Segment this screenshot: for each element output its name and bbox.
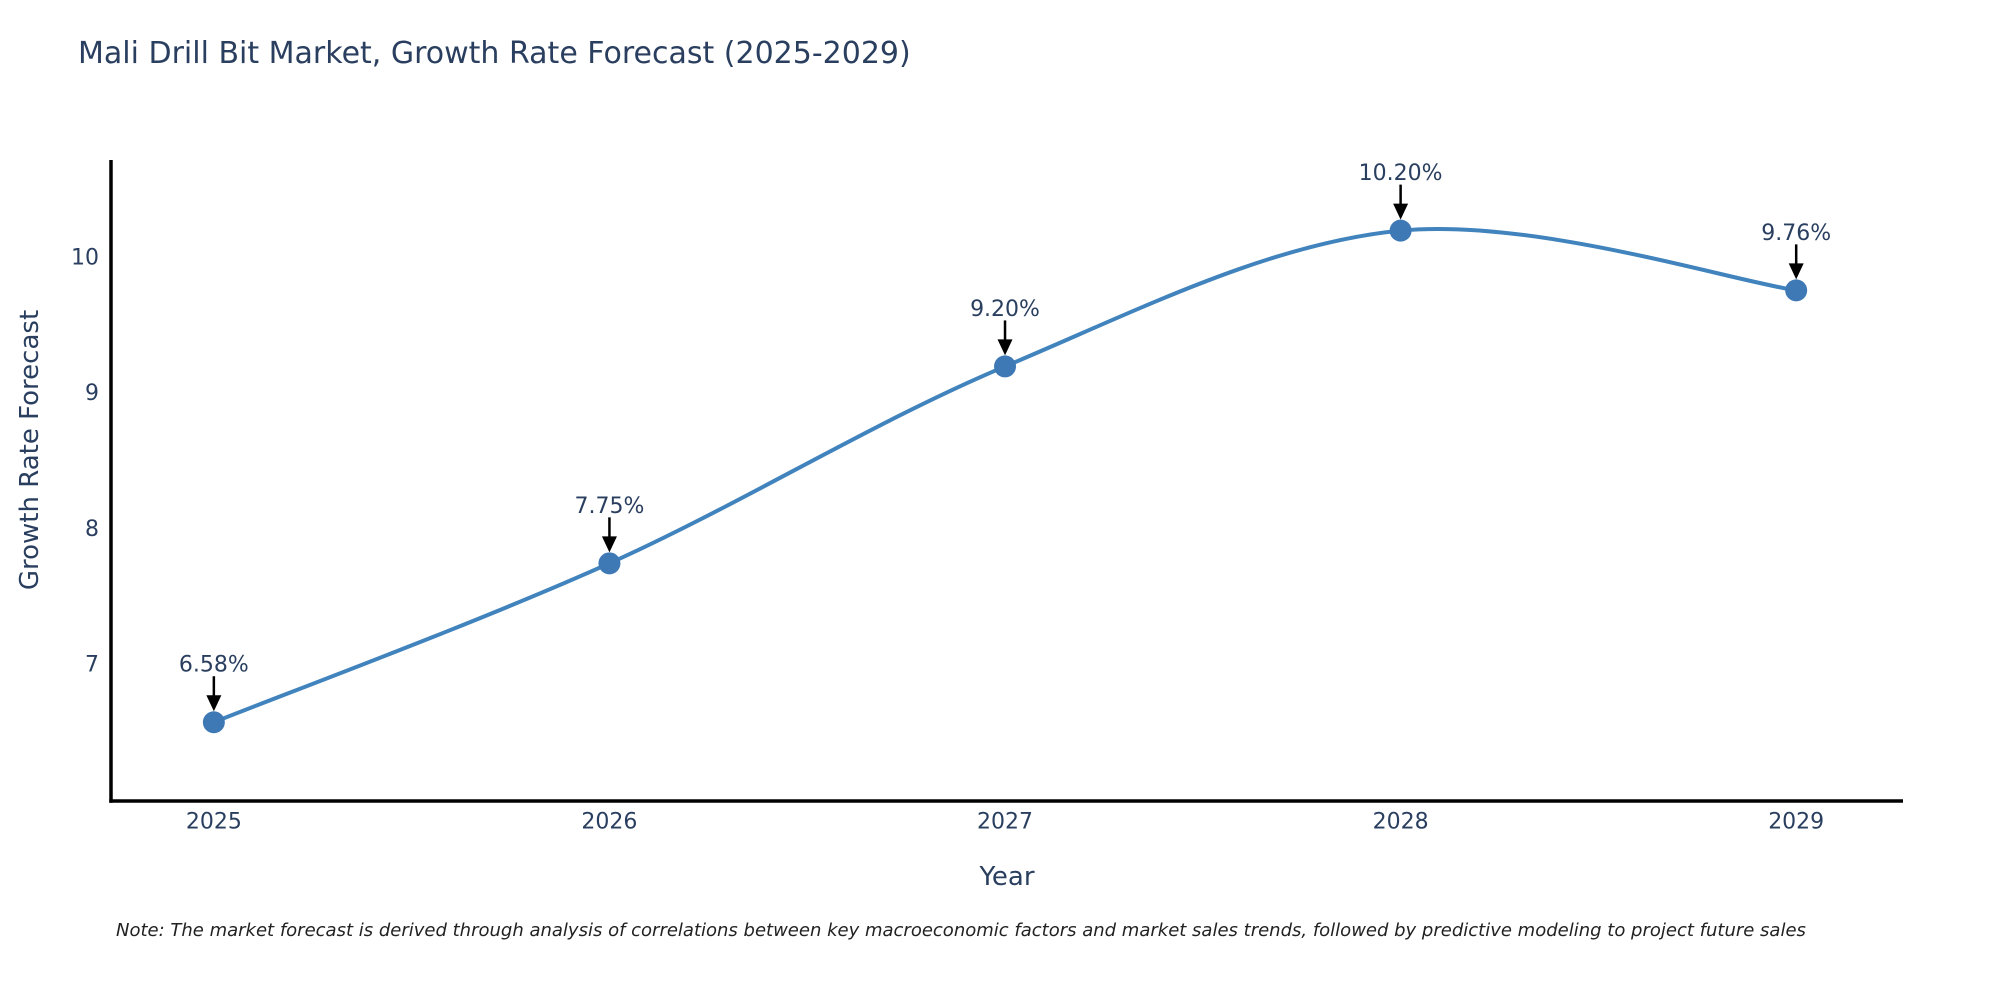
annotation-arrowhead: [1393, 203, 1409, 220]
data-point-marker: [1389, 219, 1412, 242]
data-point-marker: [202, 711, 225, 734]
chart-footnote: Note: The market forecast is derived thr…: [116, 920, 1806, 941]
annotation-arrowhead: [601, 536, 617, 553]
annotation-arrowhead: [206, 695, 222, 712]
chart-title: Mali Drill Bit Market, Growth Rate Forec…: [78, 36, 911, 71]
annotation-arrowhead: [1788, 263, 1804, 280]
y-tick-label: 8: [85, 517, 99, 542]
data-point-marker: [1785, 279, 1808, 302]
annotation-arrowhead: [997, 339, 1013, 356]
y-tick-label: 10: [71, 245, 99, 270]
data-point-marker: [994, 355, 1017, 378]
x-tick-label: 2028: [1373, 810, 1429, 835]
data-point-label: 9.76%: [1761, 221, 1831, 246]
x-tick-label: 2027: [977, 810, 1033, 835]
x-tick-label: 2029: [1768, 810, 1824, 835]
data-point-label: 9.20%: [970, 297, 1040, 322]
y-tick-label: 9: [85, 381, 99, 406]
data-point-label: 6.58%: [179, 653, 249, 678]
x-tick-label: 2025: [186, 810, 242, 835]
data-point-marker: [598, 552, 621, 575]
x-tick-label: 2026: [581, 810, 637, 835]
data-point-label: 7.75%: [574, 494, 644, 519]
x-axis-title: Year: [979, 862, 1035, 892]
data-point-label: 10.20%: [1359, 161, 1443, 186]
y-tick-label: 7: [85, 653, 99, 678]
